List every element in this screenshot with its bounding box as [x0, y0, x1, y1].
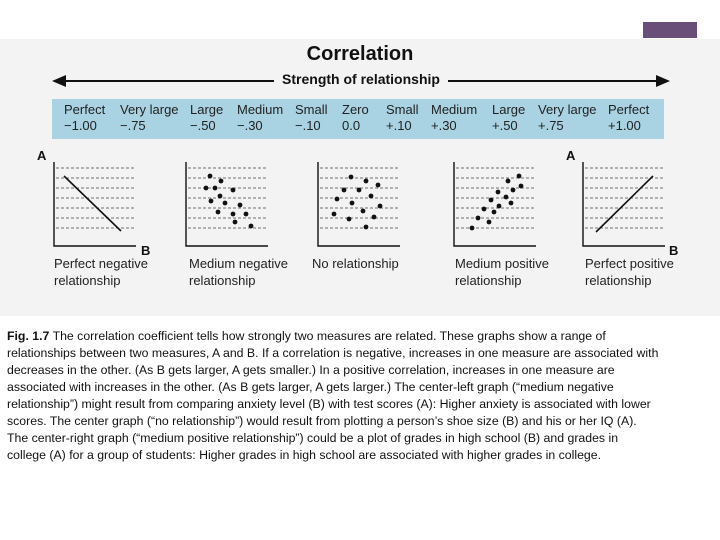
- scale-item: Large −.50: [190, 102, 224, 133]
- data-point: [363, 224, 369, 230]
- data-point: [243, 211, 249, 217]
- data-point: [475, 215, 481, 221]
- graph-no-relationship: [317, 162, 400, 247]
- data-point: [371, 214, 377, 220]
- data-point: [341, 187, 347, 193]
- graph-perfect-positive: [582, 162, 665, 247]
- slide-accent-tab: [643, 22, 697, 38]
- caption-text: The correlation coefficient tells how st…: [7, 329, 659, 462]
- graph-axes: [582, 162, 665, 247]
- data-point: [348, 174, 354, 180]
- scale-item: Small +.10: [386, 102, 419, 133]
- scale-item: Medium +.30: [431, 102, 478, 133]
- data-point: [503, 194, 509, 200]
- graph-label-medium-negative: Medium negative relationship: [189, 256, 288, 288]
- graph-label-medium-positive: Medium positive relationship: [455, 256, 549, 288]
- scale-item: Medium −.30: [237, 102, 284, 133]
- scale-item: Zero 0.0: [342, 102, 369, 133]
- data-point: [375, 182, 381, 188]
- figure-caption: Fig. 1.7 The correlation coefficient tel…: [7, 328, 659, 464]
- graph-axes: [317, 162, 400, 247]
- data-point: [491, 209, 497, 215]
- graph-axes: [53, 162, 136, 247]
- graph-axes: [185, 162, 268, 247]
- data-point: [469, 225, 475, 231]
- data-point: [505, 178, 511, 184]
- axis-a-label-left: A: [37, 148, 47, 163]
- data-point: [232, 219, 238, 225]
- scale-item: Very large +.75: [538, 102, 597, 133]
- data-point: [488, 197, 494, 203]
- strength-label: Strength of relationship: [274, 71, 448, 87]
- graph-label-no-relationship: No relationship: [312, 256, 399, 271]
- graph-perfect-negative: [53, 162, 136, 247]
- data-point: [230, 211, 236, 217]
- data-point: [346, 216, 352, 222]
- data-point: [208, 198, 214, 204]
- data-point: [215, 209, 221, 215]
- graph-label-perfect-negative: Perfect negative relationship: [54, 256, 148, 288]
- strength-row: Strength of relationship: [52, 69, 670, 93]
- perfect-negative-line: [63, 175, 122, 232]
- data-point: [218, 178, 224, 184]
- figure-title: Correlation: [306, 43, 414, 65]
- data-point: [481, 206, 487, 212]
- scale-item: Small −.10: [295, 102, 328, 133]
- scale-item: Very large −.75: [120, 102, 179, 133]
- scale-item: Large +.50: [492, 102, 526, 133]
- data-point: [222, 200, 228, 206]
- data-point: [217, 193, 223, 199]
- data-point: [237, 202, 243, 208]
- data-point: [486, 219, 492, 225]
- graph-medium-positive: [453, 162, 536, 247]
- data-point: [212, 185, 218, 191]
- data-point: [518, 183, 524, 189]
- data-point: [516, 173, 522, 179]
- data-point: [496, 203, 502, 209]
- axis-b-label-right: B: [669, 243, 679, 258]
- data-point: [331, 211, 337, 217]
- data-point: [368, 193, 374, 199]
- data-point: [495, 189, 501, 195]
- graph-axes: [453, 162, 536, 247]
- arrow-left-icon: [52, 75, 66, 87]
- axis-b-label-left: B: [141, 243, 151, 258]
- arrow-right-icon: [656, 75, 670, 87]
- data-point: [510, 187, 516, 193]
- data-point: [377, 203, 383, 209]
- axis-a-label-right: A: [566, 148, 576, 163]
- data-point: [360, 208, 366, 214]
- data-point: [203, 185, 209, 191]
- data-point: [230, 187, 236, 193]
- scale-item: Perfect +1.00: [608, 102, 650, 133]
- data-point: [356, 187, 362, 193]
- data-point: [207, 173, 213, 179]
- data-point: [349, 200, 355, 206]
- caption-label: Fig. 1.7: [7, 329, 50, 343]
- graph-label-perfect-positive: Perfect positive relationship: [585, 256, 674, 288]
- scale-band: Perfect −1.00 Very large −.75 Large −.50 Me…: [52, 99, 664, 139]
- correlation-figure: Correlation Strength of relationship Per…: [0, 39, 720, 316]
- data-point: [363, 178, 369, 184]
- graph-medium-negative: [185, 162, 268, 247]
- data-point: [334, 196, 340, 202]
- perfect-positive-line: [595, 175, 654, 233]
- scale-item: Perfect −1.00: [64, 102, 106, 133]
- data-point: [248, 223, 254, 229]
- data-point: [508, 200, 514, 206]
